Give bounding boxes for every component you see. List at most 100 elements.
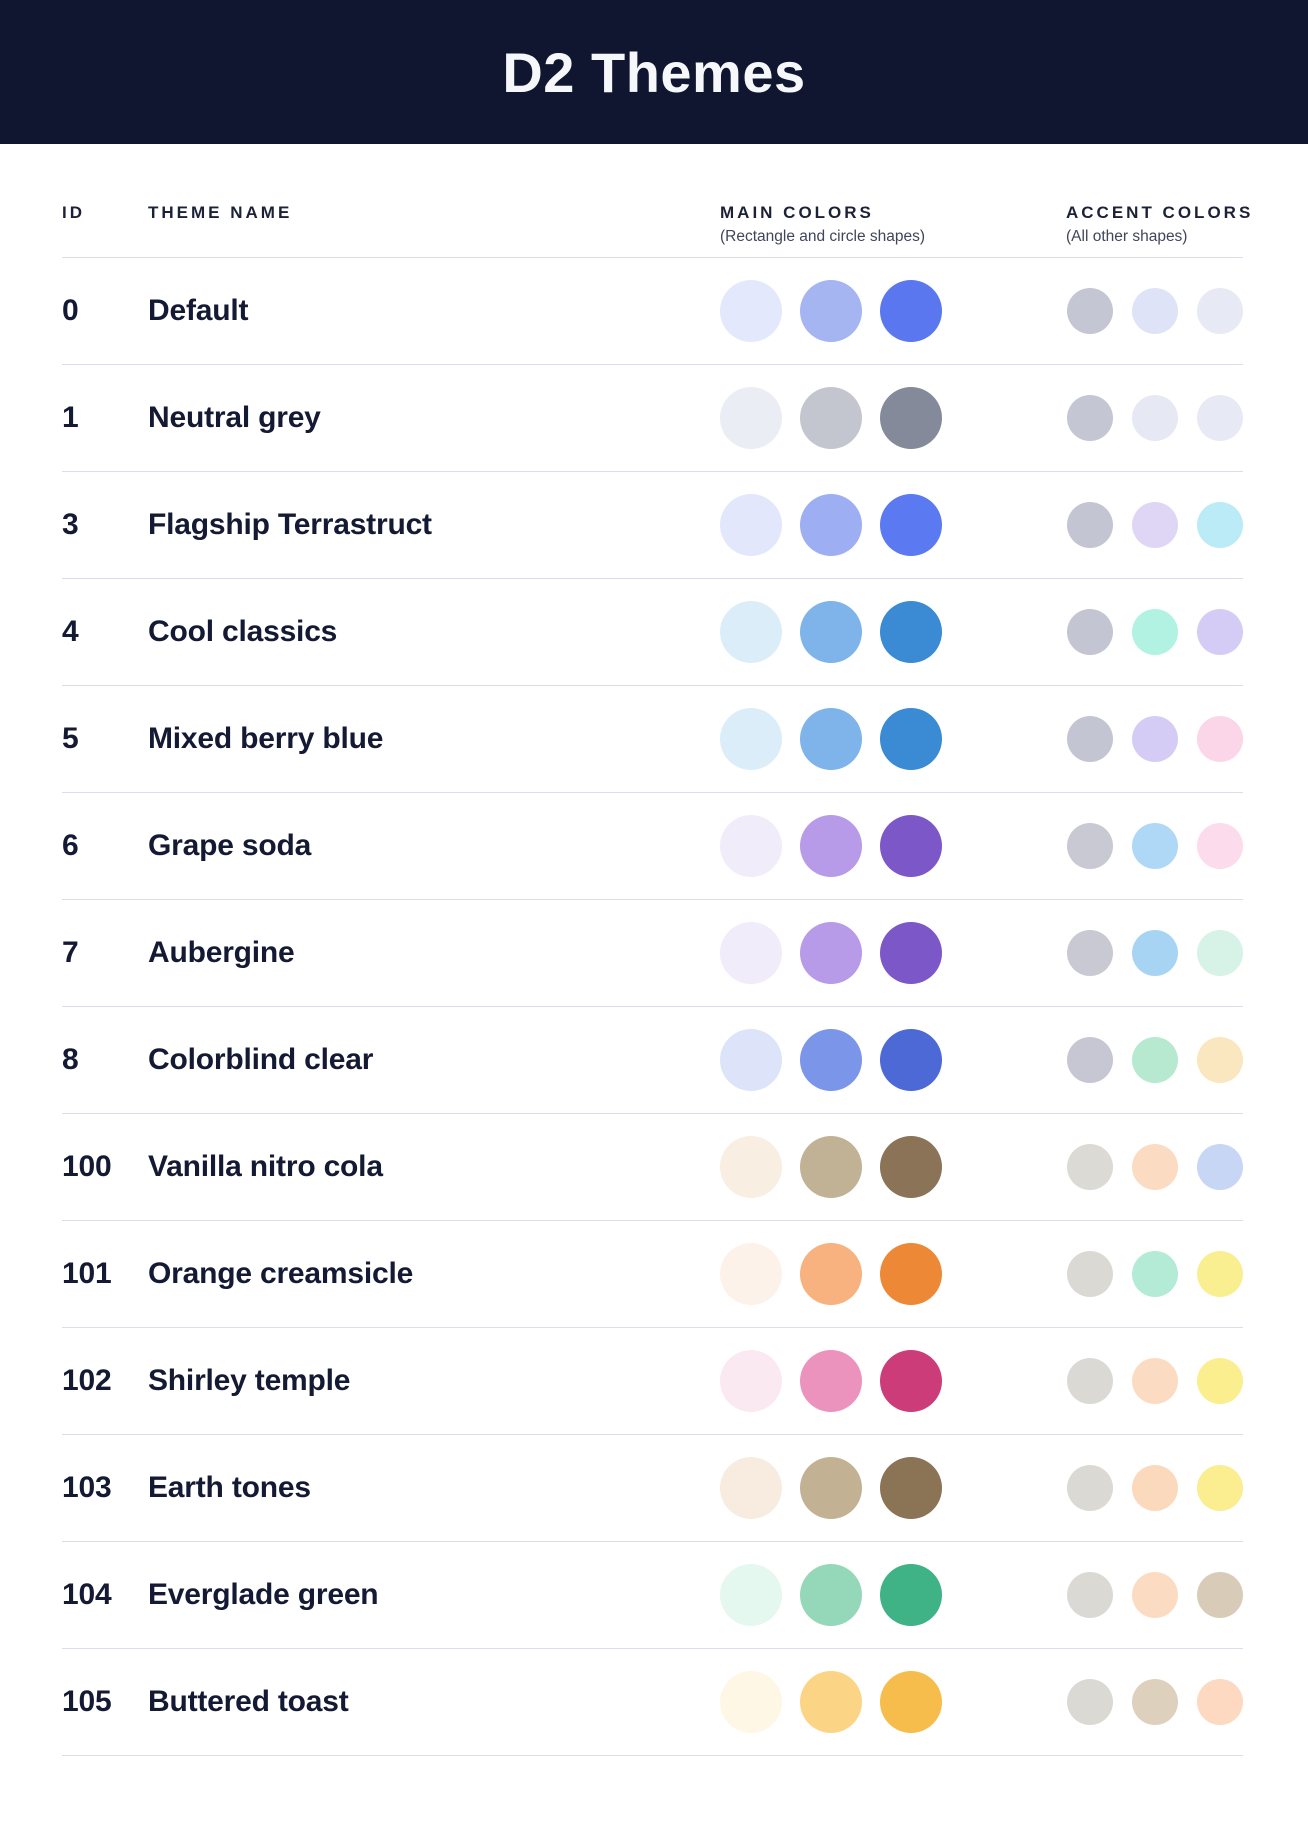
- main-color-swatch: [800, 815, 862, 877]
- main-color-swatch: [720, 601, 782, 663]
- main-color-swatch: [720, 708, 782, 770]
- accent-color-swatch: [1067, 1572, 1113, 1618]
- accent-color-swatches: [1066, 502, 1243, 548]
- theme-row: 105 Buttered toast: [62, 1649, 1243, 1756]
- theme-row: 7 Aubergine: [62, 900, 1243, 1007]
- main-color-swatches: [720, 1350, 1066, 1412]
- theme-row: 1 Neutral grey: [62, 365, 1243, 472]
- accent-color-swatch: [1067, 609, 1113, 655]
- accent-color-swatch: [1132, 1465, 1178, 1511]
- main-color-swatches: [720, 815, 1066, 877]
- main-color-swatch: [720, 1671, 782, 1733]
- main-color-swatches: [720, 1029, 1066, 1091]
- table-header: ID THEME NAME MAIN COLORS (Rectangle and…: [62, 144, 1250, 258]
- accent-color-swatch: [1132, 1251, 1178, 1297]
- main-color-swatch: [720, 1029, 782, 1091]
- theme-name: Cool classics: [148, 615, 338, 648]
- accent-color-swatch: [1197, 1251, 1243, 1297]
- accent-color-swatch: [1132, 609, 1178, 655]
- accent-color-swatch: [1067, 930, 1113, 976]
- accent-color-swatch: [1132, 1037, 1178, 1083]
- main-color-swatches: [720, 1457, 1066, 1519]
- theme-row: 8 Colorblind clear: [62, 1007, 1243, 1114]
- theme-id: 102: [62, 1364, 112, 1397]
- main-color-swatch: [800, 1243, 862, 1305]
- column-subheader-main-colors: (Rectangle and circle shapes): [720, 228, 926, 245]
- theme-name: Colorblind clear: [148, 1043, 374, 1076]
- main-color-swatch: [880, 1564, 942, 1626]
- page-title: D2 Themes: [502, 40, 806, 104]
- accent-color-swatch: [1067, 1358, 1113, 1404]
- accent-color-swatches: [1066, 930, 1243, 976]
- main-color-swatches: [720, 1136, 1066, 1198]
- main-color-swatch: [800, 494, 862, 556]
- accent-color-swatch: [1197, 1679, 1243, 1725]
- theme-name: Flagship Terrastruct: [148, 508, 432, 541]
- accent-color-swatch: [1197, 288, 1243, 334]
- main-color-swatch: [800, 1136, 862, 1198]
- theme-id: 105: [62, 1685, 112, 1718]
- accent-color-swatches: [1066, 1144, 1243, 1190]
- accent-color-swatch: [1197, 1572, 1243, 1618]
- theme-id: 4: [62, 615, 79, 648]
- spacer: [148, 224, 720, 247]
- spacer: [62, 224, 148, 247]
- theme-row: 100 Vanilla nitro cola: [62, 1114, 1243, 1221]
- table-body: 0 Default 1 Neutral grey 3 Flagship Terr…: [62, 258, 1243, 1756]
- theme-id: 8: [62, 1043, 79, 1076]
- accent-color-swatch: [1067, 288, 1113, 334]
- main-color-swatch: [800, 708, 862, 770]
- accent-color-swatch: [1132, 1144, 1178, 1190]
- theme-row: 4 Cool classics: [62, 579, 1243, 686]
- theme-row: 6 Grape soda: [62, 793, 1243, 900]
- main-color-swatch: [800, 387, 862, 449]
- column-header-main-colors: MAIN COLORS: [720, 203, 874, 222]
- main-color-swatches: [720, 1243, 1066, 1305]
- accent-color-swatch: [1132, 823, 1178, 869]
- main-color-swatch: [800, 1350, 862, 1412]
- main-color-swatch: [720, 922, 782, 984]
- main-color-swatch: [800, 1457, 862, 1519]
- main-color-swatches: [720, 1671, 1066, 1733]
- theme-id: 103: [62, 1471, 112, 1504]
- accent-color-swatch: [1197, 502, 1243, 548]
- main-color-swatch: [880, 1136, 942, 1198]
- accent-color-swatch: [1197, 1144, 1243, 1190]
- theme-row: 0 Default: [62, 258, 1243, 365]
- main-color-swatch: [800, 1564, 862, 1626]
- accent-color-swatch: [1132, 1572, 1178, 1618]
- main-color-swatch: [880, 1457, 942, 1519]
- column-header-id-cell: ID: [62, 202, 148, 247]
- accent-color-swatch: [1197, 930, 1243, 976]
- accent-color-swatch: [1132, 716, 1178, 762]
- main-color-swatch: [720, 1564, 782, 1626]
- main-color-swatch: [880, 280, 942, 342]
- theme-id: 101: [62, 1257, 112, 1290]
- accent-color-swatch: [1067, 1144, 1113, 1190]
- accent-color-swatches: [1066, 1251, 1243, 1297]
- accent-color-swatch: [1197, 823, 1243, 869]
- accent-color-swatch: [1197, 1037, 1243, 1083]
- main-color-swatch: [880, 387, 942, 449]
- accent-color-swatch: [1132, 395, 1178, 441]
- accent-color-swatches: [1066, 1465, 1243, 1511]
- theme-name: Aubergine: [148, 936, 295, 969]
- main-color-swatch: [800, 1671, 862, 1733]
- theme-name: Earth tones: [148, 1471, 311, 1504]
- theme-id: 7: [62, 936, 79, 969]
- accent-color-swatch: [1197, 609, 1243, 655]
- accent-color-swatch: [1197, 716, 1243, 762]
- accent-color-swatch: [1067, 502, 1113, 548]
- theme-row: 3 Flagship Terrastruct: [62, 472, 1243, 579]
- theme-row: 104 Everglade green: [62, 1542, 1243, 1649]
- column-subheader-accent-colors: (All other shapes): [1066, 228, 1188, 245]
- main-color-swatch: [800, 922, 862, 984]
- theme-id: 0: [62, 294, 79, 327]
- accent-color-swatch: [1132, 288, 1178, 334]
- accent-color-swatch: [1132, 1358, 1178, 1404]
- accent-color-swatch: [1132, 1679, 1178, 1725]
- theme-name: Mixed berry blue: [148, 722, 384, 755]
- column-header-accent-colors-cell: ACCENT COLORS (All other shapes): [1066, 202, 1250, 247]
- theme-row: 5 Mixed berry blue: [62, 686, 1243, 793]
- accent-color-swatch: [1067, 1037, 1113, 1083]
